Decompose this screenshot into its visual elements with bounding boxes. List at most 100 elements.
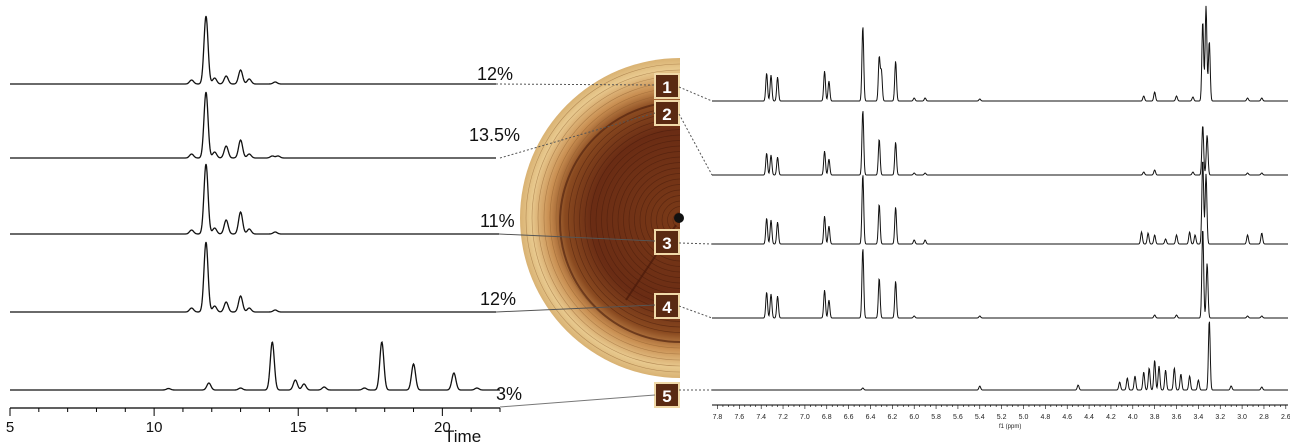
nmr-tick-label: 7.4 [756, 414, 766, 421]
hplc-trace-3 [10, 163, 499, 235]
connector-hplc-4 [495, 304, 656, 313]
hplc-trace-5 [10, 340, 500, 391]
growth-ring [645, 184, 680, 256]
sample-markers: 1 2 3 4 5 [654, 73, 680, 408]
sample-marker-label: 1 [662, 78, 671, 97]
hplc-percent-labels: 12% 13.5% 11% 12% 3% [469, 64, 522, 404]
nmr-spectrum-3 [712, 161, 1288, 245]
pith [674, 213, 684, 223]
growth-ring [667, 206, 680, 234]
nmr-tick-label: 3.4 [1194, 414, 1204, 421]
nmr-tick-label: 7.0 [800, 414, 810, 421]
hplc-tick-label: 5 [6, 419, 14, 436]
sapwood-ring [555, 93, 680, 343]
sample-marker-label: 4 [662, 298, 672, 317]
sapwood-ring [543, 81, 680, 355]
sample-marker-box [654, 382, 680, 408]
growth-ring [573, 112, 680, 328]
nmr-tick-label: 4.6 [1062, 414, 1072, 421]
growth-ring [661, 200, 680, 240]
growth-ring [606, 145, 680, 295]
nmr-tick-label: 7.8 [713, 414, 723, 421]
percent-label-4: 12% [480, 289, 516, 309]
nmr-tick-label: 5.8 [931, 414, 941, 421]
growth-ring [672, 211, 680, 229]
hplc-chromatogram-panel: 12% 13.5% 11% 12% 3% 5 10 15 20 Time [6, 15, 522, 445]
growth-ring [601, 140, 680, 300]
nmr-axis-ticks: 7.8 7.6 7.4 7.2 7.0 6.8 6.6 6.4 6.2 6.0 5.8 5.6 5.4 5… [713, 405, 1290, 421]
nmr-tick-label: 4.4 [1084, 414, 1094, 421]
hplc-tick-label: 10 [146, 419, 163, 436]
sapwood-ring [525, 63, 680, 373]
growth-ring [656, 195, 680, 245]
growth-ring [623, 162, 680, 278]
hplc-time-axis: 5 10 15 20 Time [6, 407, 501, 445]
sapwood-ring [531, 69, 680, 367]
growth-ring [628, 167, 680, 273]
sample-marker-2: 2 [654, 100, 680, 126]
sapwood-ring [549, 87, 680, 349]
nmr-spectra-panel: 7.8 7.6 7.4 7.2 7.0 6.8 6.6 6.4 6.2 6.0 5.8 5.6 5.4 5… [712, 5, 1290, 430]
nmr-tick-label: 7.6 [734, 414, 744, 421]
nmr-tick-label: 6.6 [844, 414, 854, 421]
nmr-tick-label: 7.2 [778, 414, 788, 421]
nmr-tick-label: 3.0 [1237, 414, 1247, 421]
growth-ring [650, 189, 680, 251]
nmr-tick-label: 3.2 [1215, 414, 1225, 421]
nmr-tick-label: 5.6 [953, 414, 963, 421]
connector-hplc-1 [495, 83, 656, 86]
connector-lines [495, 83, 713, 408]
hplc-trace-1 [10, 15, 496, 85]
connector-nmr-2 [678, 113, 713, 176]
hplc-axis-label: Time [444, 427, 481, 445]
connector-hplc-5 [499, 394, 656, 408]
hplc-axis-ticks: 5 10 15 20 [6, 408, 501, 436]
growth-rings [525, 63, 680, 373]
sample-marker-5: 5 [654, 382, 680, 408]
nmr-tick-label: 3.8 [1150, 414, 1160, 421]
sample-marker-box [654, 100, 680, 126]
growth-ring [612, 151, 680, 289]
connector-hplc-2 [499, 112, 656, 159]
heartwood-boundary [559, 101, 680, 343]
nmr-spectrum-5 [712, 321, 1288, 391]
nmr-tick-label: 5.0 [1019, 414, 1029, 421]
wood-disc [520, 58, 680, 378]
percent-label-5: 3% [496, 384, 522, 404]
sample-marker-box [654, 229, 680, 255]
growth-ring [579, 118, 680, 322]
nmr-axis-label: f1 (ppm) [999, 424, 1021, 430]
nmr-spectrum-1 [712, 5, 1288, 102]
nmr-spectrum-2 [712, 111, 1288, 176]
nmr-tick-label: 2.8 [1259, 414, 1269, 421]
sample-marker-1: 1 [654, 73, 680, 99]
connector-nmr-4 [678, 305, 713, 319]
sapwood-ring [537, 75, 680, 361]
nmr-tick-label: 2.6 [1281, 414, 1290, 421]
nmr-ppm-axis: 7.8 7.6 7.4 7.2 7.0 6.8 6.6 6.4 6.2 6.0 5.8 5.6 5.4 5… [712, 404, 1290, 430]
sample-marker-3: 3 [654, 229, 680, 255]
sample-marker-label: 3 [662, 234, 671, 253]
nmr-tick-label: 6.8 [822, 414, 832, 421]
growth-ring [584, 123, 680, 317]
growth-ring [568, 107, 680, 333]
percent-label-1: 12% [477, 64, 513, 84]
nmr-tick-label: 6.4 [866, 414, 876, 421]
growth-ring [617, 156, 680, 284]
nmr-tick-label: 3.6 [1172, 414, 1182, 421]
nmr-tick-label: 4.2 [1106, 414, 1116, 421]
nmr-tick-label: 4.0 [1128, 414, 1138, 421]
sample-marker-box [654, 73, 680, 99]
growth-ring [590, 129, 680, 311]
wood-cross-section: 1 2 3 4 5 [520, 58, 684, 408]
nmr-tick-label: 6.2 [887, 414, 897, 421]
sample-marker-label: 5 [662, 387, 671, 406]
hplc-traces [10, 15, 500, 391]
percent-label-3: 11% [480, 211, 515, 231]
growth-ring [639, 178, 680, 262]
growth-ring [595, 134, 680, 306]
nmr-traces [712, 5, 1288, 391]
hplc-trace-4 [10, 241, 496, 313]
hplc-tick-label: 15 [290, 419, 307, 436]
